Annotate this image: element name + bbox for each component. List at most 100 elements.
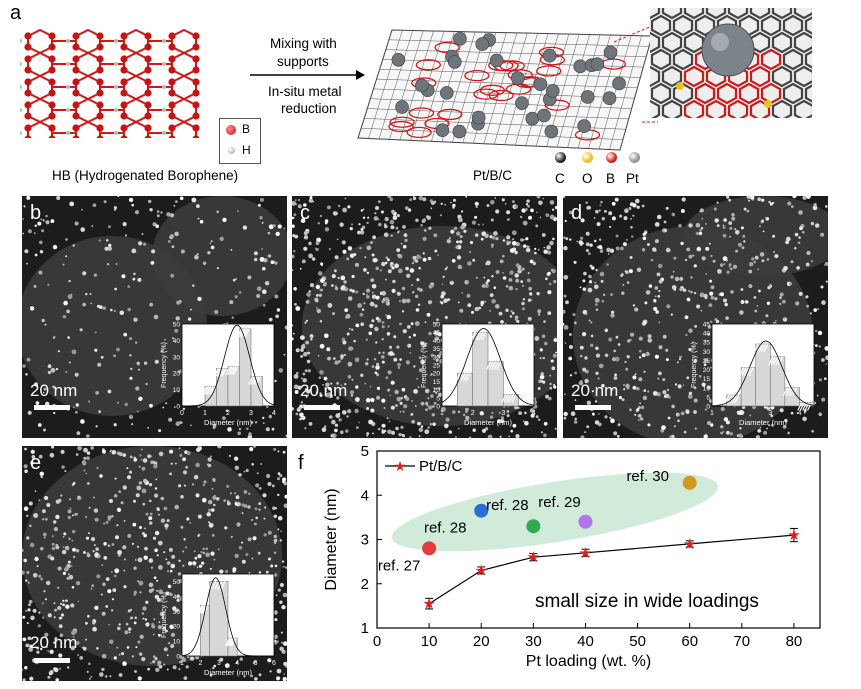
pt-particle [216,210,219,214]
pt-particle [345,314,351,319]
pt-particle [757,197,761,201]
pt-particle [131,423,134,426]
pt-particle [182,550,185,553]
pt-particle [353,339,356,343]
pt-particle [620,246,624,251]
pt-particle [624,270,627,273]
pt-particle [160,496,164,501]
pt-particle [342,207,347,213]
pt-particle [101,667,105,672]
pt-particle [138,580,144,586]
pt-particle [413,365,416,368]
pt-particle [601,217,605,221]
x-axis-label: Pt loading (wt. %) [526,653,651,670]
pt-particle [645,290,651,295]
pt-particle [303,246,308,251]
pt-particle [161,617,164,619]
pt-particle [383,232,389,238]
hb-bond [171,28,197,55]
hydrogen-atom [20,62,22,66]
pt-particle [602,293,606,297]
pt-particle [42,391,45,394]
boron-atom [24,66,32,74]
pt-particle [779,296,782,300]
pt-particle [307,369,311,373]
pt-particle [85,638,88,641]
pt-particle [275,594,278,597]
pt-particle [357,230,361,235]
pt-particle [331,274,336,279]
pt-particle [595,346,599,350]
pt-particle [617,343,621,346]
pt-particle [229,492,232,495]
pt-particle [86,456,90,461]
bar-hatch [785,387,791,397]
boron-atom [96,66,104,74]
pt-particle [584,378,589,384]
lattice-hexagon [672,14,694,37]
bar-hatch [758,343,764,353]
pt-particle [72,555,76,559]
graphene-grid-line [361,127,623,140]
pt-particle [418,435,421,437]
pt-particle [411,262,414,265]
pt-particle [319,320,323,323]
bar-hatch [802,402,808,411]
pt-particle [118,452,123,457]
pt-particle [532,261,536,266]
pt-particle [245,468,249,473]
pt-particle [590,321,593,324]
pt-particle [166,519,170,523]
pt-particle [440,202,443,205]
pt-particle [347,361,353,367]
pt-particle [355,397,360,402]
pt-particle [320,278,325,283]
pt-particle [469,436,472,438]
pt-particle [99,474,103,478]
pt-particle [611,357,617,362]
pt-particle [389,394,391,397]
pt-nanoparticle [545,84,560,98]
pt-particle [156,579,159,582]
pt-particle [31,455,36,459]
boron-atom [144,43,152,51]
pt-particle [448,430,453,434]
pt-particle [521,267,525,271]
pt-particle [317,222,320,225]
lattice-hexagon [782,14,804,37]
pt-particle [725,420,730,425]
pt-particle [543,246,546,249]
histogram-ytick: 45 [703,322,711,329]
pt-particle [301,259,306,264]
pt-particle [283,673,286,675]
pt-particle [179,421,183,425]
pt-particle [599,271,605,277]
pt-particle [68,279,71,283]
pt-particle [190,308,192,311]
pt-particle [728,263,732,267]
x-tick-label: 10 [421,633,438,650]
reference-label: ref. 28 [486,497,529,514]
pt-particle [61,549,67,555]
reference-point [682,475,697,490]
pt-particle [154,657,158,661]
pt-particle [40,647,43,651]
histogram-ytick: 25 [433,363,441,370]
pt-particle [629,202,634,207]
lattice-hexagon [738,82,760,105]
pt-particle [609,416,612,419]
pt-particle [36,565,39,568]
pt-particle [165,527,168,530]
histogram-xtick: 3 [768,410,772,417]
pt-particle [60,494,63,497]
hb-bond [123,74,149,101]
pt-particle [802,231,805,234]
pt-particle [293,213,297,217]
x-tick-label: 40 [577,633,594,650]
pt-particle [768,424,771,427]
pt-particle [783,317,786,320]
pt-particle [91,584,95,588]
bar-hatch [254,376,260,385]
graphene-grid-line [385,49,647,57]
